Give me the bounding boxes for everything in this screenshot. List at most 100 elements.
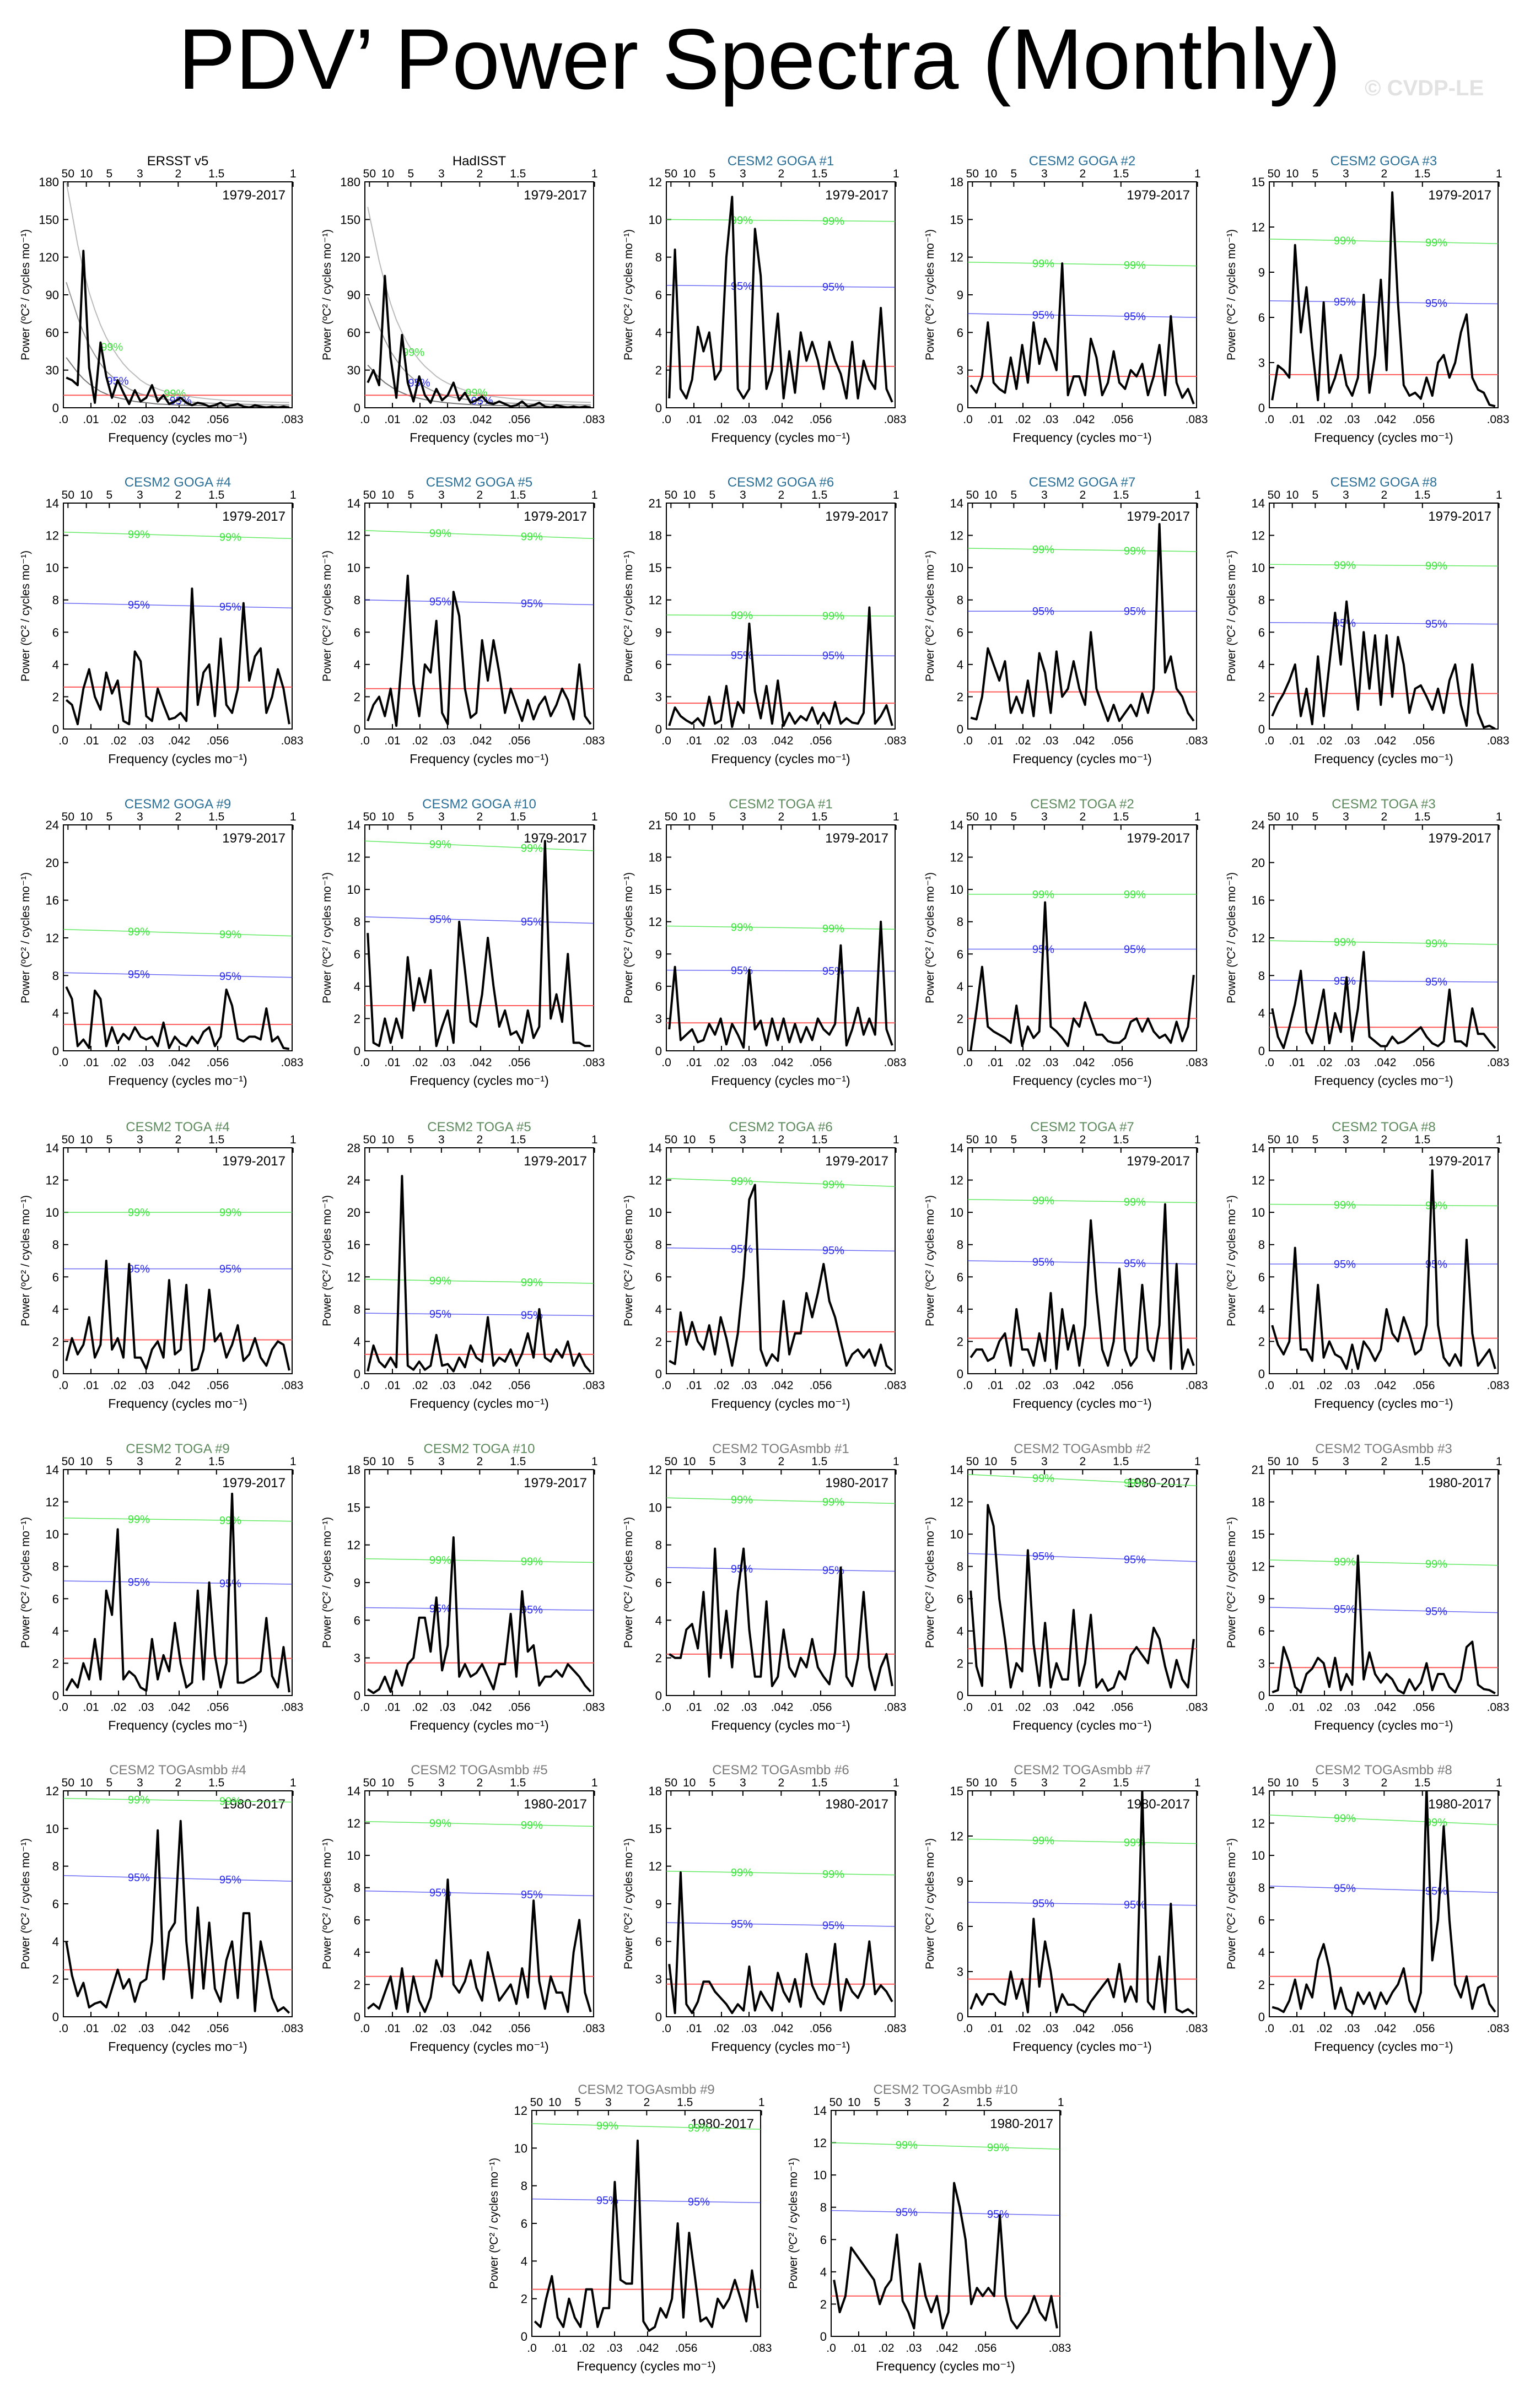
x-axis-label: Frequency (cycles mo⁻¹)	[711, 1718, 850, 1732]
y-tick-label: 14	[950, 1463, 963, 1477]
x-tick-label: .0	[360, 413, 370, 426]
x-tick-label: .0	[661, 413, 671, 426]
sig99-label: 99%	[822, 1497, 844, 1509]
x-tick-label: .056	[508, 1701, 531, 1714]
spectrum-panel: 0 3 6 9 12 15 18 .0 .01 .02 .03 .042 .056 .083 50 10 5 3 2…	[321, 1441, 605, 1732]
period-tick-label: 1	[591, 489, 598, 501]
x-tick-label: .01	[987, 1701, 1003, 1714]
sig95-line	[666, 969, 895, 972]
x-tick-label: .083	[1186, 735, 1208, 747]
y-axis-label: Power (ºC² / cycles mo⁻¹)	[1225, 550, 1238, 682]
sig99-label: 99%	[1124, 889, 1146, 901]
y-tick-label: 0	[957, 722, 963, 736]
plot-frame	[63, 503, 293, 730]
x-tick-label: .01	[1289, 1056, 1305, 1069]
x-tick-label: .042	[1073, 1379, 1095, 1392]
y-tick-label: 12	[46, 1784, 59, 1798]
period-tick-label: 50	[62, 811, 74, 823]
y-tick-label: 12	[649, 593, 662, 607]
sig95-line	[365, 599, 594, 606]
period-tick-label: 1.5	[811, 168, 827, 180]
period-tick-label: 1.5	[208, 1133, 224, 1146]
y-axis-label: Power (ºC² / cycles mo⁻¹)	[924, 1838, 936, 1969]
period-tick-label: 3	[740, 811, 746, 823]
sig99-label: 99%	[731, 1867, 753, 1879]
x-tick-label: .0	[360, 735, 370, 747]
x-tick-label: .056	[207, 1056, 229, 1069]
x-tick-label: .056	[1413, 1379, 1435, 1392]
power-spectrum-line	[970, 523, 1195, 722]
period-tick-label: 1.5	[811, 489, 827, 501]
x-axis-label: Frequency (cycles mo⁻¹)	[1314, 2039, 1453, 2054]
panel-title: CESM2 GOGA #2	[1029, 154, 1135, 169]
period-tick-label: 2	[476, 489, 483, 501]
y-axis-label: Power (ºC² / cycles mo⁻¹)	[1225, 1195, 1238, 1326]
sig99-label: 99%	[1425, 1558, 1447, 1570]
period-tick-label: 1	[1496, 1777, 1502, 1789]
sig99-label: 99%	[987, 2142, 1009, 2154]
period-tick-label: 2	[1079, 168, 1086, 180]
sig99-label: 99%	[1032, 1835, 1054, 1847]
y-tick-label: 6	[655, 980, 662, 994]
y-tick-label: 10	[950, 1206, 963, 1219]
sig95-line	[968, 1902, 1197, 1906]
y-tick-label: 8	[52, 1238, 59, 1252]
sig99-line	[968, 1198, 1197, 1203]
y-tick-label: 6	[354, 1913, 360, 1927]
x-tick-label: .02	[412, 2022, 428, 2035]
period-tick-label: 5	[709, 1133, 715, 1146]
x-axis-label: Frequency (cycles mo⁻¹)	[410, 2039, 548, 2054]
y-axis-label: Power (ºC² / cycles mo⁻¹)	[321, 1195, 333, 1326]
x-tick-label: .02	[1015, 2022, 1031, 2035]
years-label: 1979-2017	[524, 188, 587, 203]
power-spectrum-line	[1271, 951, 1496, 1049]
x-tick-label: .083	[1049, 2342, 1071, 2355]
spectrum-panel: 0 3 6 9 12 15 .0 .01 .02 .03 .042 .056 .083 50 10 5 3 2 1.…	[1225, 154, 1509, 445]
x-tick-label: .042	[771, 1056, 794, 1069]
period-tick-label: 1	[290, 811, 297, 823]
y-tick-label: 12	[514, 2104, 527, 2118]
x-tick-label: .03	[1344, 2022, 1360, 2035]
x-tick-label: .083	[750, 2342, 772, 2355]
x-tick-label: .03	[1042, 1379, 1058, 1392]
sig99-label: 99%	[429, 1818, 451, 1830]
period-tick-label: 10	[381, 811, 394, 823]
y-tick-label: 6	[957, 1920, 963, 1934]
sig99-label: 99%	[1425, 938, 1447, 950]
period-tick-label: 2	[643, 2096, 650, 2109]
period-tick-label: 5	[1010, 489, 1017, 501]
period-tick-label: 10	[683, 1777, 696, 1789]
sig95-line	[968, 313, 1197, 318]
y-tick-label: 2	[52, 1335, 59, 1348]
x-tick-label: .02	[1015, 1379, 1031, 1392]
y-tick-label: 4	[521, 2254, 527, 2268]
y-tick-label: 12	[649, 1860, 662, 1874]
period-tick-label: 3	[438, 811, 445, 823]
y-axis-label: Power (ºC² / cycles mo⁻¹)	[622, 229, 635, 360]
x-tick-label: .056	[1413, 1056, 1435, 1069]
sig99-label: 99%	[1124, 545, 1146, 557]
y-tick-label: 2	[655, 1335, 662, 1348]
sig95-label: 95%	[688, 2196, 710, 2209]
period-tick-label: 10	[80, 1777, 93, 1789]
y-tick-label: 4	[52, 1007, 59, 1021]
period-tick-label: 10	[80, 168, 93, 180]
period-tick-label: 5	[874, 2096, 880, 2109]
y-tick-label: 0	[354, 1044, 360, 1058]
x-tick-label: .02	[878, 2342, 894, 2355]
years-label: 1979-2017	[524, 1154, 587, 1169]
period-tick-label: 2	[778, 489, 784, 501]
period-tick-label: 3	[1041, 168, 1048, 180]
x-tick-label: .03	[606, 2342, 622, 2355]
y-tick-label: 4	[957, 658, 963, 672]
sig99-line	[968, 1474, 1197, 1487]
sig95-label: 95%	[822, 1920, 844, 1932]
period-tick-label: 3	[438, 1777, 445, 1789]
period-tick-label: 3	[1343, 1777, 1349, 1789]
years-label: 1979-2017	[1127, 188, 1190, 203]
period-tick-label: 1	[290, 168, 297, 180]
plot-frame	[831, 2110, 1060, 2337]
x-tick-label: .0	[661, 1379, 671, 1392]
sig99-line	[63, 1518, 292, 1522]
page-title: PDV’ Power Spectra (Monthly)	[178, 12, 1341, 107]
